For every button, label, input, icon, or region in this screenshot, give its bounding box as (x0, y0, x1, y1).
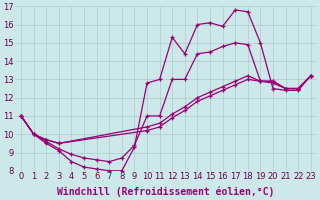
X-axis label: Windchill (Refroidissement éolien,°C): Windchill (Refroidissement éolien,°C) (57, 187, 275, 197)
